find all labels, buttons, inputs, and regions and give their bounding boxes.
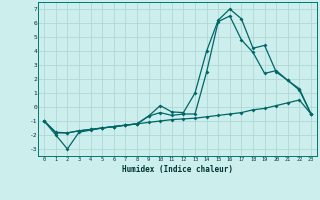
X-axis label: Humidex (Indice chaleur): Humidex (Indice chaleur) bbox=[122, 165, 233, 174]
